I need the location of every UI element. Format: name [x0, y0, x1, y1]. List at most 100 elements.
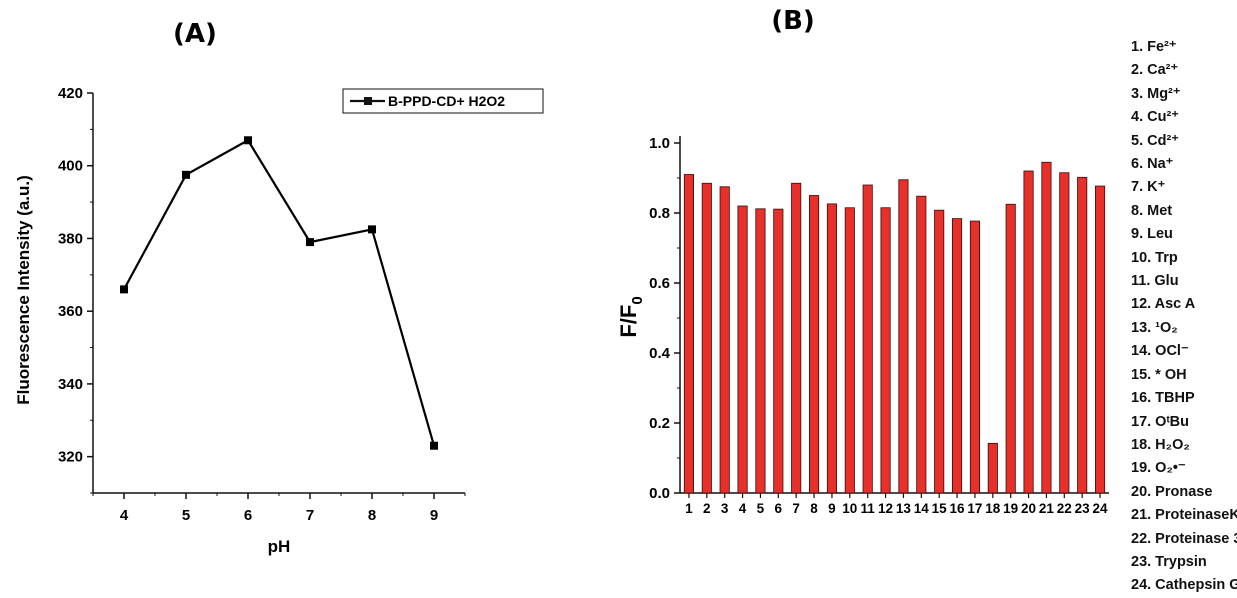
analyte-list-item: 10. Trp [1131, 249, 1178, 266]
y-tick-label: 380 [58, 230, 83, 247]
panel-a-axes: 320 340 360 380 400 420 4 5 6 7 8 9 [58, 85, 466, 524]
x-tick-label: 15 [932, 501, 948, 516]
x-tick-label: 24 [1093, 501, 1109, 516]
analyte-list-item: 6. Na⁺ [1131, 156, 1174, 173]
analyte-list-item: 21. ProteinaseK [1131, 507, 1237, 524]
bar [826, 203, 837, 494]
x-tick-label: 18 [985, 501, 1001, 516]
bar [791, 182, 802, 494]
bar [898, 179, 909, 494]
y-tick-label: 0.4 [649, 345, 671, 362]
data-point-marker [306, 238, 314, 247]
panel-a-label: (A) [173, 19, 217, 49]
analyte-list-item: 3. Mg²⁺ [1131, 85, 1181, 102]
x-tick-label: 19 [1003, 501, 1018, 516]
bar [1023, 170, 1034, 494]
bar [1041, 161, 1052, 494]
y-tick-label: 0.0 [649, 485, 670, 502]
x-tick-label: 22 [1057, 501, 1072, 516]
analyte-list-item: 13. ¹O₂ [1131, 319, 1178, 336]
analyte-list-item: 1. Fe²⁺ [1131, 39, 1177, 55]
x-tick-label: 14 [914, 501, 930, 516]
bar [1059, 172, 1070, 494]
bar [844, 207, 855, 494]
x-tick-label: 17 [967, 501, 982, 516]
analyte-legend-list: 1. Fe²⁺ 2. Ca²⁺ 3. Mg²⁺ 4. Cu²⁺ 5. Cd²⁺ 6. Na… [1131, 36, 1237, 598]
series-line [123, 138, 436, 447]
x-tick-label: 9 [430, 507, 438, 524]
y-tick-label: 340 [58, 376, 83, 393]
bar [1095, 185, 1106, 494]
analyte-list-item: 9. Leu [1131, 226, 1173, 243]
analyte-list-item: 11. Glu [1131, 273, 1179, 290]
analyte-list-item: 22. Proteinase 3 [1131, 530, 1237, 547]
x-tick-label: 6 [775, 501, 783, 516]
data-point-marker [430, 441, 438, 450]
x-tick-label: 8 [810, 501, 818, 516]
x-tick-label: 9 [828, 501, 836, 516]
legend-marker-swatch [364, 97, 372, 105]
bar [737, 205, 748, 494]
x-tick-label: 20 [1021, 501, 1036, 516]
bar [916, 195, 927, 494]
bar [1077, 176, 1088, 494]
x-tick-label: 2 [703, 501, 711, 516]
analyte-list-item: 12. Asc A [1131, 296, 1196, 313]
y-tick-label: 400 [58, 158, 83, 175]
x-tick-label: 13 [896, 501, 912, 516]
analyte-list-item: 24. Cathepsin G [1131, 577, 1237, 594]
bar [1005, 203, 1016, 494]
panel-b: (B) F/F0 0.00.20.40.60.81.01 2 3 4 5 6 7 8 9 10 11… [616, 6, 1109, 516]
y-tick-label: 0.8 [649, 205, 670, 222]
bar [719, 186, 730, 494]
analyte-list-item: 20. Pronase [1131, 483, 1213, 500]
x-tick-label: 16 [950, 501, 966, 516]
bar [773, 208, 784, 494]
y-tick-label: 420 [58, 85, 83, 102]
x-tick-label: 5 [757, 501, 765, 516]
data-point-marker [120, 285, 128, 294]
x-tick-label: 6 [244, 507, 252, 524]
panel-b-bars [683, 161, 1106, 494]
bar [809, 195, 820, 494]
panel-a: (A) Fluorescence Intensity (a.u.) pH 320… [14, 19, 544, 556]
legend-label: B-PPD-CD+ H2O2 [388, 93, 505, 109]
panel-b-y-axis-title: F/F0 [616, 296, 646, 337]
bar [952, 218, 963, 494]
bar [701, 182, 712, 494]
analyte-list-item: 16. TBHP [1131, 390, 1195, 407]
x-tick-label: 21 [1039, 501, 1055, 516]
panel-b-label: (B) [771, 6, 815, 36]
bar [862, 184, 873, 494]
data-point-marker [368, 225, 376, 234]
x-tick-label: 8 [368, 507, 376, 524]
panel-a-series [120, 136, 438, 450]
analyte-list-item: 19. O₂•⁻ [1131, 460, 1186, 477]
y-tick-label: 0.2 [649, 415, 670, 432]
bar [987, 442, 998, 494]
x-tick-label: 5 [182, 507, 190, 524]
analyte-list-item: 17. OᵗBu [1131, 413, 1189, 430]
analyte-list-item: 5. Cd²⁺ [1131, 132, 1179, 149]
analyte-list-item: 18. H₂O₂ [1131, 436, 1190, 453]
analyte-list-item: 23. Trypsin [1131, 553, 1207, 570]
analyte-list-item: 15. * OH [1131, 366, 1187, 383]
analyte-list-item: 2. Ca²⁺ [1131, 62, 1179, 79]
panel-a-legend: B-PPD-CD+ H2O2 [342, 88, 544, 114]
y-tick-label: 360 [58, 303, 83, 320]
analyte-list-item: 4. Cu²⁺ [1131, 109, 1179, 126]
data-point-marker [244, 136, 252, 145]
x-tick-label: 1 [685, 501, 693, 516]
y-tick-label: 320 [58, 449, 83, 466]
bar [934, 209, 945, 494]
x-tick-label: 11 [861, 501, 876, 516]
bar [683, 174, 694, 494]
x-tick-label: 7 [792, 501, 800, 516]
x-tick-label: 3 [721, 501, 729, 516]
x-tick-label: 12 [878, 501, 893, 516]
x-tick-label: 10 [842, 501, 857, 516]
bar [755, 208, 766, 494]
data-point-marker [182, 170, 190, 179]
panel-b-axes: 0.00.20.40.60.81.01 2 3 4 5 6 7 8 9 10 11 12 13 14 15 1… [649, 135, 1109, 516]
panel-a-x-axis-title: pH [268, 537, 291, 556]
